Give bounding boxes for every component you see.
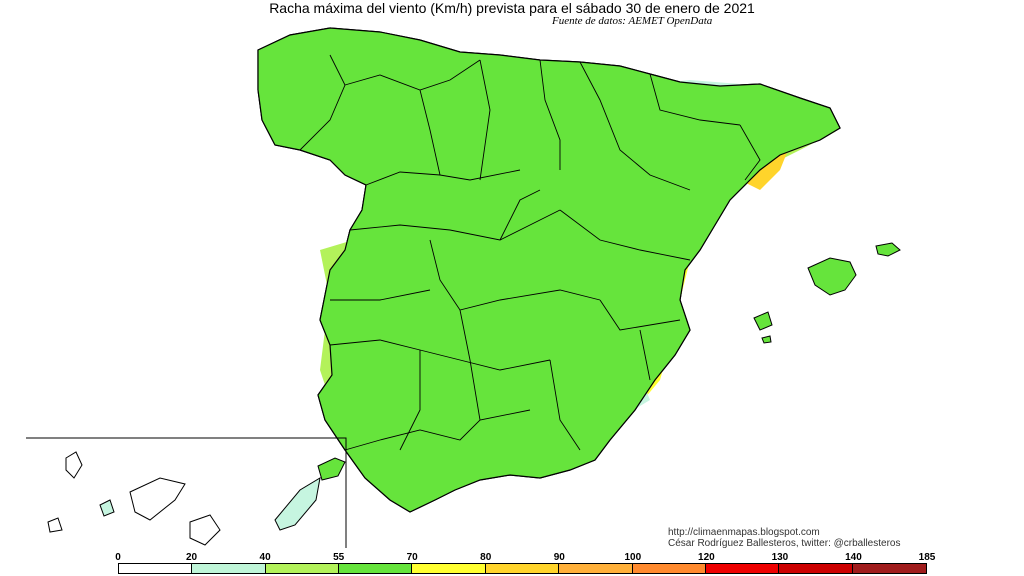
blog-link[interactable]: http://climaenmapas.blogspot.com (668, 527, 820, 538)
legend-tick-label: 70 (406, 552, 418, 563)
legend-tick-label: 20 (185, 552, 198, 563)
legend-swatch (339, 564, 413, 573)
legend-swatch (632, 564, 706, 573)
legend-swatch (192, 564, 266, 573)
legend-tick-label: 100 (624, 552, 642, 563)
color-scale-legend (118, 563, 927, 574)
legend-tick-label: 55 (333, 552, 345, 563)
author-credit: César Rodríguez Ballesteros, twitter: @c… (668, 538, 901, 549)
iberian-peninsula (257, 27, 841, 513)
legend-tick-label: 185 (918, 552, 936, 563)
legend-tick-label: 80 (480, 552, 492, 563)
legend-swatch (485, 564, 560, 573)
credits: http://climaenmapas.blogspot.com César R… (668, 527, 900, 549)
map-title: Racha máxima del viento (Km/h) prevista … (269, 0, 755, 16)
canary-islands-inset (26, 437, 347, 548)
legend-swatch (779, 564, 853, 573)
legend-tick-label: 130 (771, 552, 789, 563)
legend-tick-label: 40 (259, 552, 271, 563)
legend-swatch (265, 564, 340, 573)
legend-swatch (852, 564, 926, 573)
legend-tick-label: 0 (115, 552, 121, 563)
legend-tick-label: 140 (845, 552, 862, 563)
legend-tick-label: 90 (553, 552, 565, 563)
legend-tick-label: 120 (698, 552, 715, 563)
legend-swatch (705, 564, 780, 573)
legend-swatch (412, 564, 486, 573)
data-source: Fuente de datos: AEMET OpenData (552, 15, 713, 27)
legend-swatch (119, 564, 193, 573)
legend-swatch (559, 564, 633, 573)
balearic-islands (753, 242, 901, 344)
